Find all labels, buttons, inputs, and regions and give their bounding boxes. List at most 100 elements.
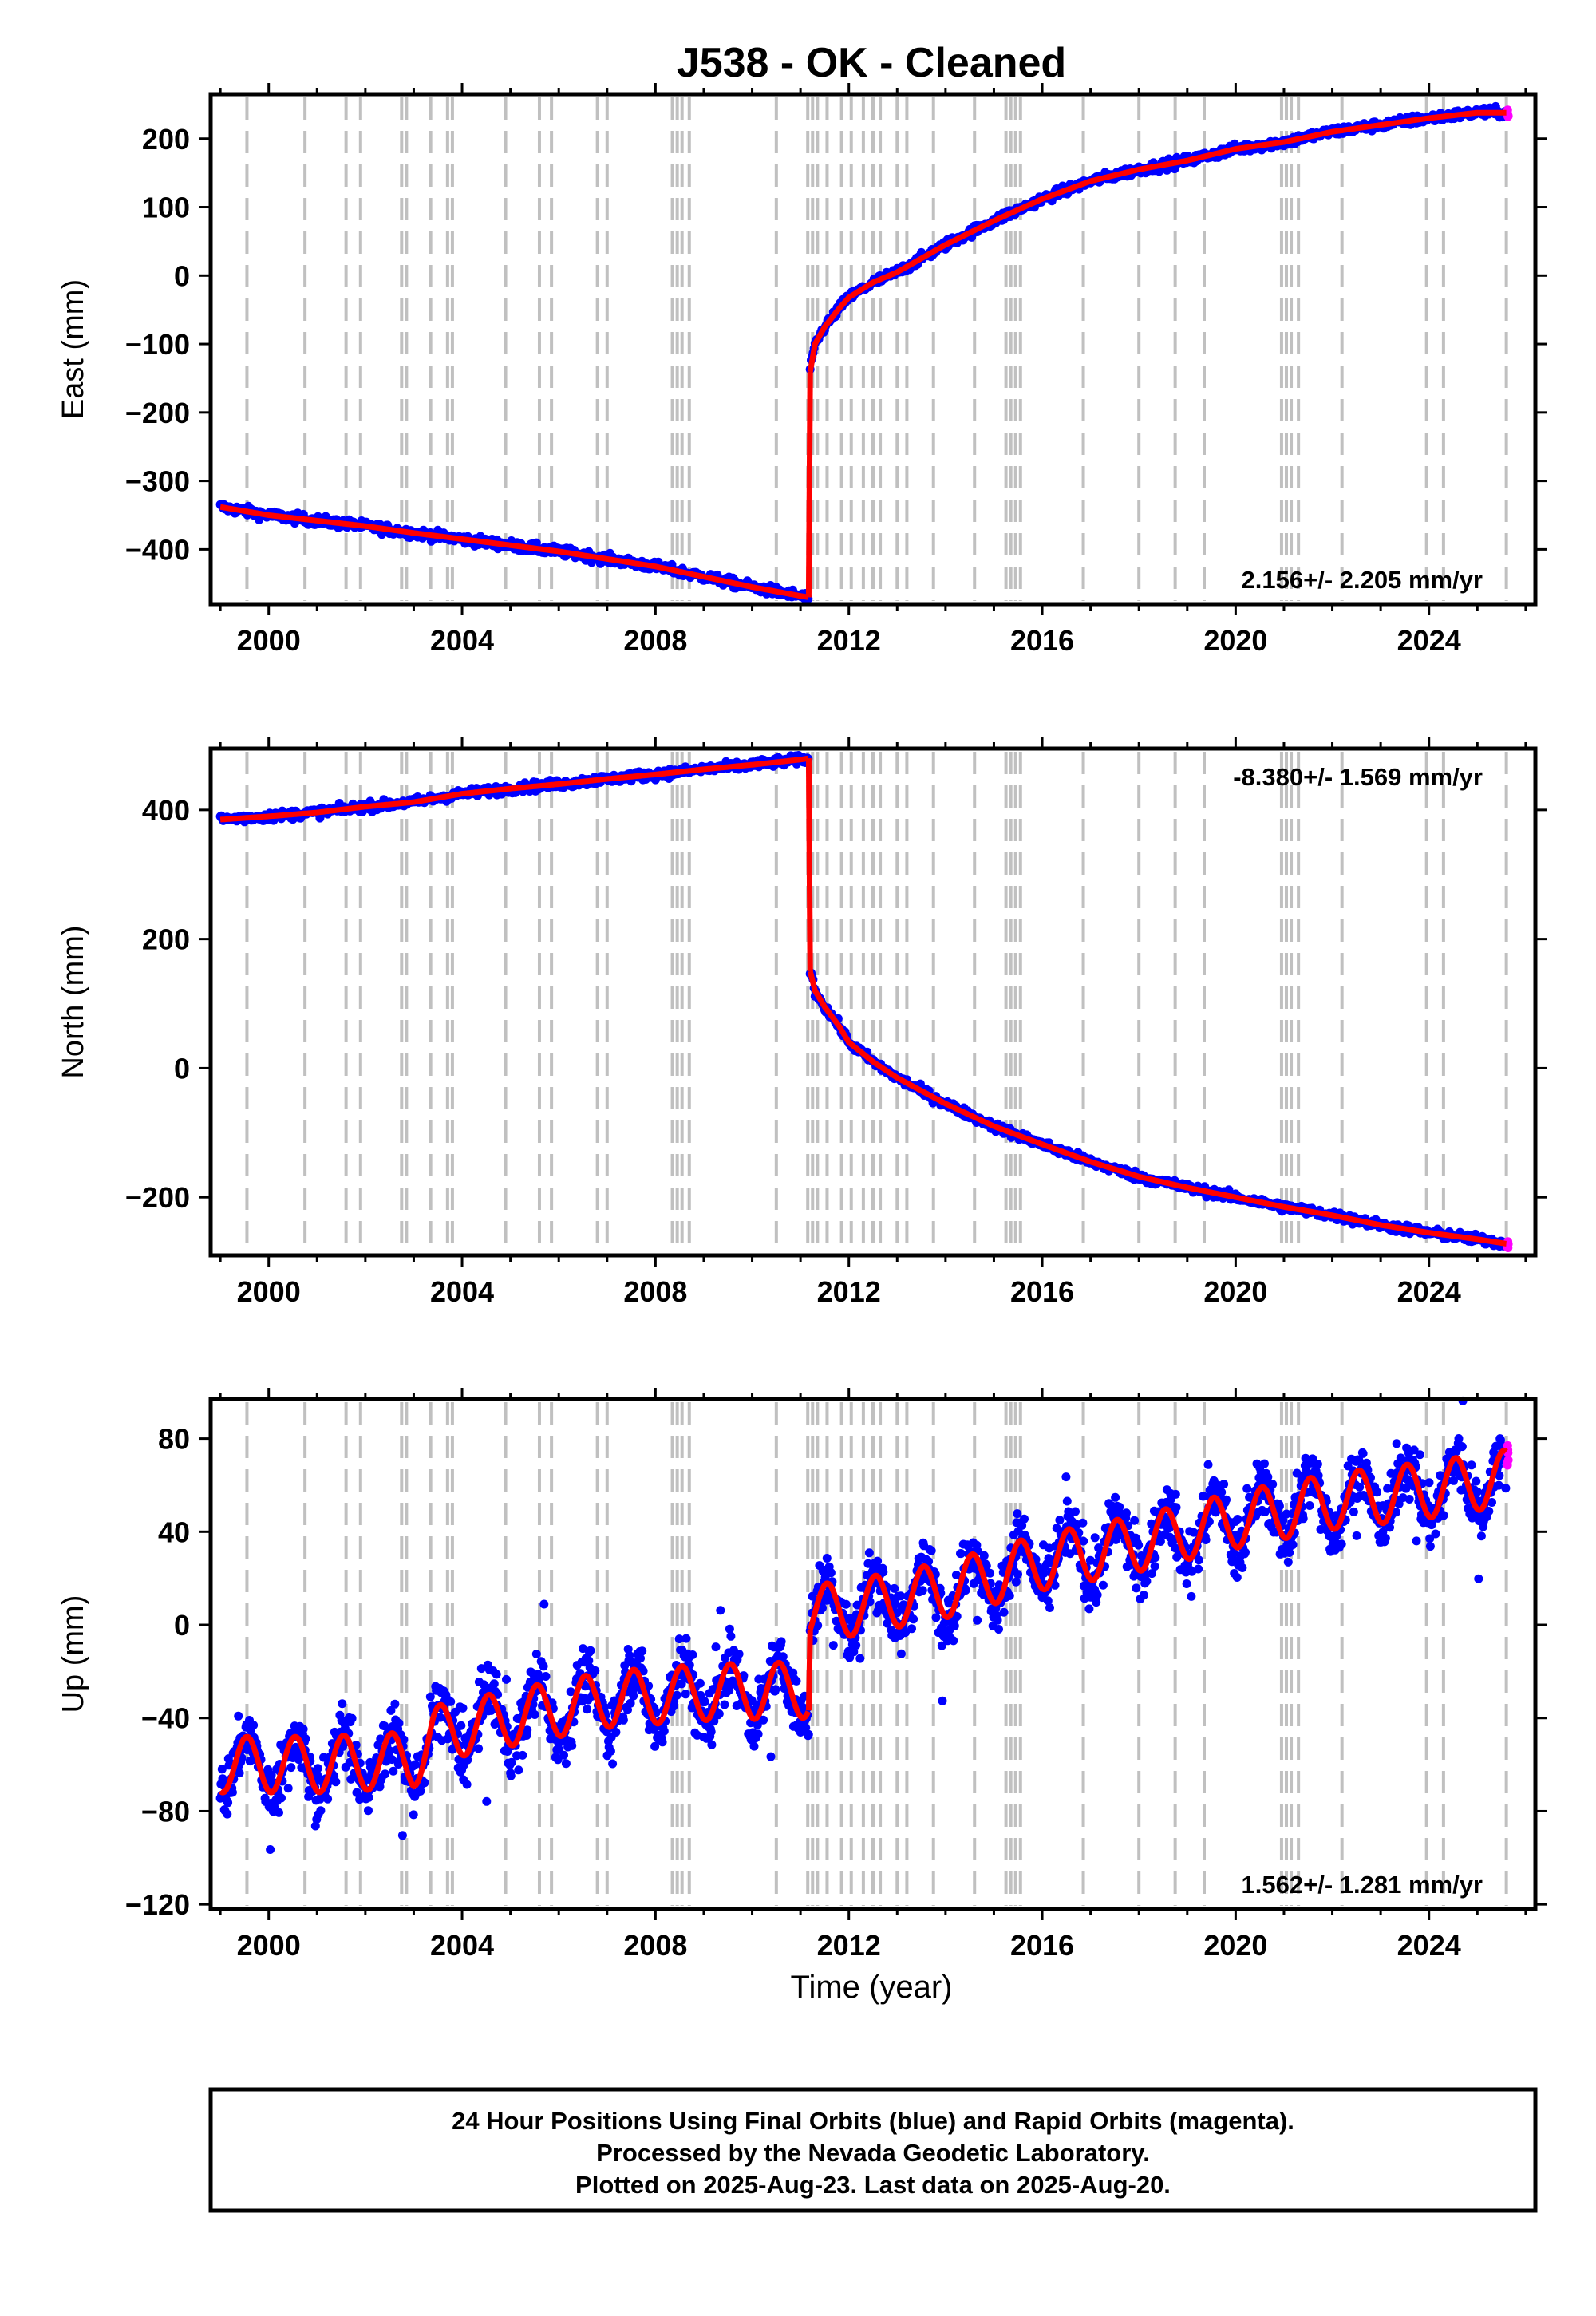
event-lines (245, 752, 1508, 1252)
final-point (394, 1718, 404, 1728)
rate-annotation: 2.156+/- 2.205 mm/yr (1242, 566, 1483, 594)
final-point (1194, 1564, 1203, 1574)
final-point (390, 1699, 400, 1709)
final-point (1092, 1590, 1102, 1599)
model-line (807, 109, 1508, 373)
final-point (636, 1654, 645, 1663)
final-point (681, 1634, 691, 1643)
final-point (1194, 1555, 1203, 1565)
final-point (502, 1674, 511, 1684)
final-point (753, 1729, 763, 1739)
final-point (223, 1809, 232, 1819)
final-point (1084, 1604, 1094, 1614)
final-point (638, 1646, 647, 1656)
final-point (855, 1654, 865, 1663)
final-point (283, 1784, 293, 1793)
final-point (266, 1845, 275, 1854)
final-point (1349, 1507, 1358, 1516)
final-point (514, 1765, 523, 1775)
final-point (223, 1798, 233, 1808)
final-point (1142, 1576, 1152, 1586)
final-point (618, 1715, 628, 1725)
x-tick-label: 2012 (817, 624, 881, 657)
final-point (1092, 1598, 1101, 1607)
event-lines (245, 97, 1508, 601)
final-point (993, 1615, 1002, 1625)
final-point (1352, 1531, 1361, 1540)
final-point (458, 1703, 468, 1713)
x-tick-label: 2000 (237, 624, 301, 657)
final-point (650, 1741, 660, 1751)
final-point (714, 1709, 724, 1718)
final-point (1283, 1557, 1293, 1567)
final-point (1242, 1484, 1252, 1493)
final-point (1268, 1480, 1278, 1489)
final-point (771, 1685, 780, 1694)
final-point (586, 1646, 595, 1655)
final-point (896, 1649, 906, 1658)
final-point (918, 1586, 927, 1595)
final-point (726, 1631, 736, 1641)
model-line (218, 755, 811, 823)
final-point (734, 1650, 744, 1658)
final-point (316, 1806, 326, 1816)
final-point (456, 1721, 466, 1730)
final-point (826, 1568, 836, 1578)
final-point (1005, 1591, 1014, 1600)
x-tick-label: 2000 (237, 1275, 301, 1308)
x-tick-label: 2020 (1203, 1275, 1267, 1308)
final-point (1013, 1570, 1022, 1579)
x-tick-label: 2016 (1010, 624, 1074, 657)
y-axis-label: East (mm) (57, 279, 90, 419)
final-point (1071, 1507, 1080, 1516)
final-point (1020, 1514, 1029, 1524)
final-point (1098, 1580, 1108, 1590)
final-point (950, 1621, 959, 1630)
final-point (1182, 1579, 1191, 1588)
final-point (700, 1697, 709, 1707)
final-point (249, 1721, 259, 1730)
final-point (949, 1636, 958, 1646)
final-point (1274, 1501, 1284, 1511)
final-point (720, 1700, 729, 1709)
final-point (999, 1607, 1009, 1617)
final-point (749, 1741, 759, 1751)
final-point (1233, 1515, 1242, 1524)
y-tick-label: 200 (142, 123, 190, 156)
final-point (681, 1690, 690, 1699)
up-panel: 2000 2004 2008 2012 2016 2020 2024−120−80−4004… (57, 1388, 1547, 1962)
final-point (397, 1831, 407, 1840)
final-point (331, 1777, 341, 1787)
y-tick-label: −400 (125, 533, 190, 566)
final-point (559, 1750, 568, 1760)
final-point (474, 1744, 484, 1753)
final-point (890, 1583, 899, 1593)
final-point (716, 1606, 725, 1615)
final-point (462, 1780, 472, 1789)
final-point (446, 1697, 456, 1706)
final-point (1241, 1547, 1250, 1557)
final-point (1013, 1509, 1022, 1519)
chart-title: J538 - OK - Cleaned (677, 40, 1066, 86)
final-point (1203, 1460, 1213, 1469)
final-point (973, 1615, 982, 1625)
final-point (539, 1662, 548, 1671)
final-point (1298, 1514, 1308, 1524)
x-ticks: 2000 2004 2008 2012 2016 2020 2024 (219, 83, 1527, 657)
final-point (1150, 1562, 1159, 1571)
final-point (1373, 1488, 1381, 1497)
final-point (909, 1614, 918, 1624)
final-point (776, 1637, 786, 1646)
final-point (1061, 1472, 1071, 1482)
final-point (567, 1741, 577, 1750)
final-point (1078, 1518, 1088, 1528)
y-tick-label: −200 (125, 1181, 190, 1214)
final-point (1217, 1488, 1227, 1497)
final-point (1122, 1508, 1131, 1518)
final-point (822, 1554, 832, 1563)
final-point (1045, 1603, 1054, 1612)
y-tick-label: −100 (125, 328, 190, 361)
final-point (1111, 1492, 1120, 1502)
x-tick-label: 2016 (1010, 1275, 1074, 1308)
final-point (1090, 1533, 1100, 1543)
